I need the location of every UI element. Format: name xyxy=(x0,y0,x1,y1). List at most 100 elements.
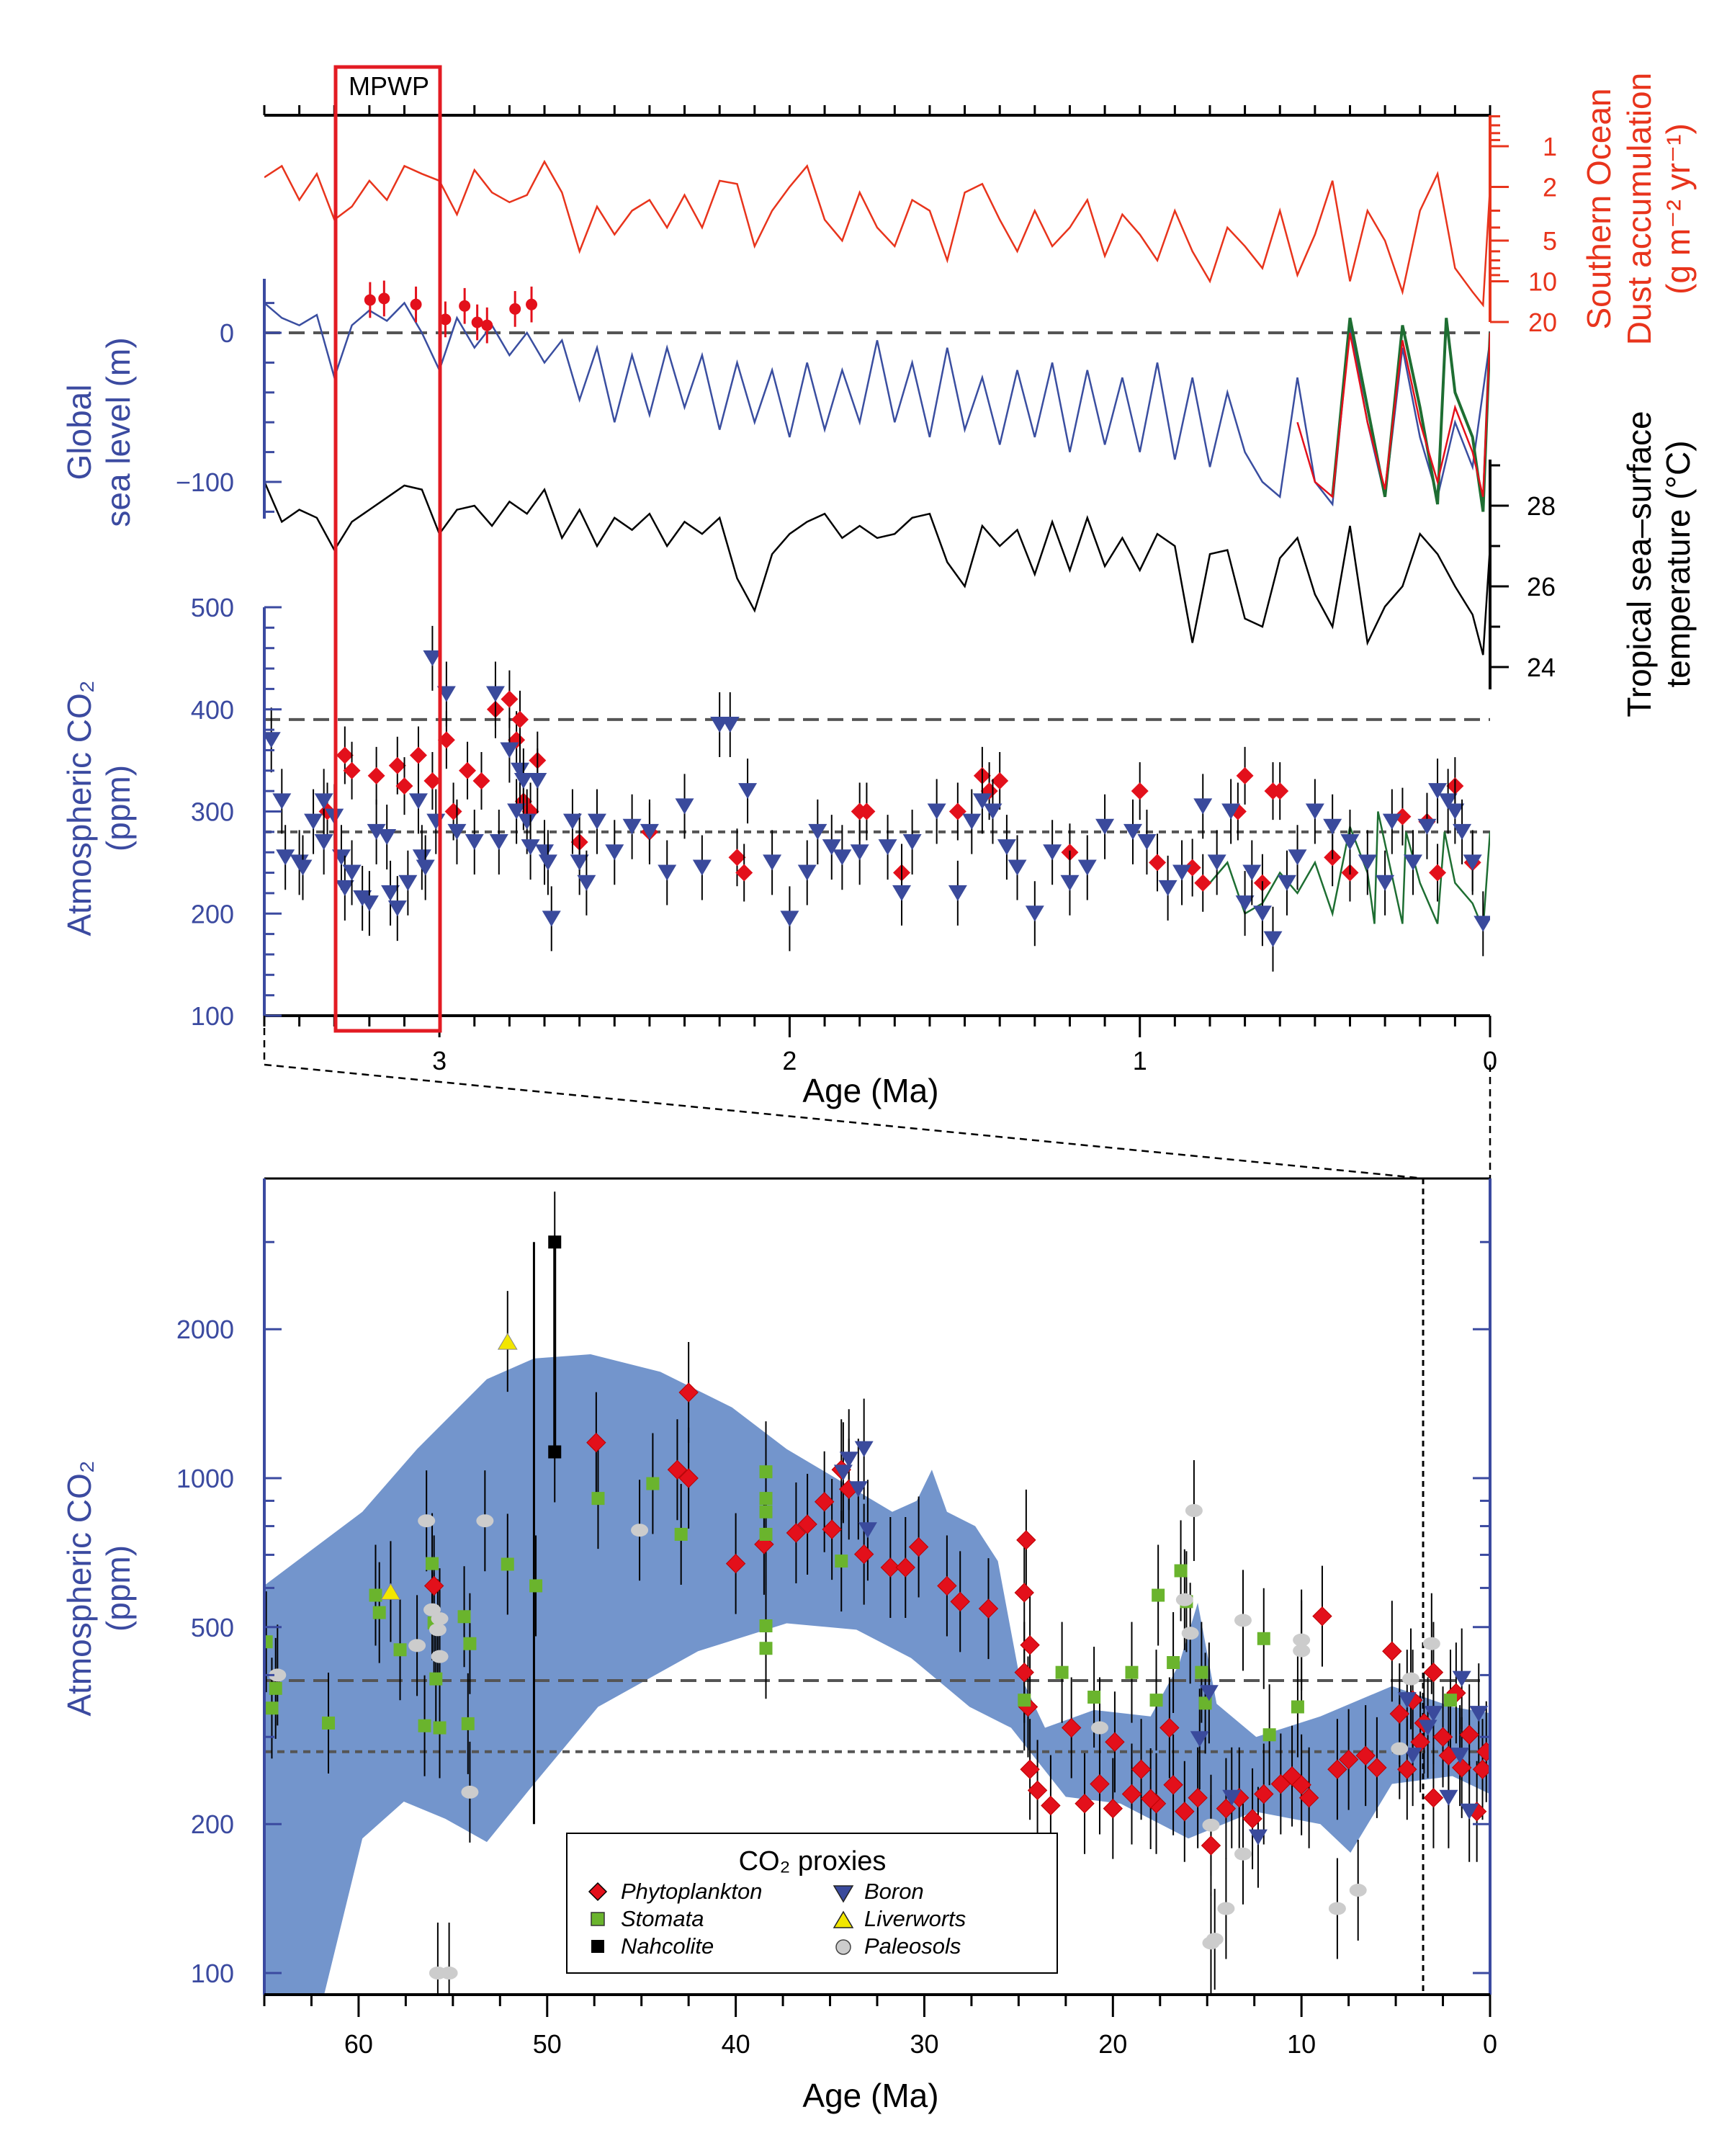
top-co2-axis-title-line2: (ppm) xyxy=(99,765,137,851)
boron-point xyxy=(858,1522,877,1539)
dust-axis-title-line3: (g m⁻² yr⁻¹) xyxy=(1659,123,1697,295)
boron-point xyxy=(489,834,508,851)
legend-boron-marker xyxy=(833,1885,854,1903)
dust-tick-label: 5 xyxy=(1543,226,1557,256)
sst-tick-label: 26 xyxy=(1527,572,1556,601)
sea-level-axis-title-line1: Global xyxy=(60,385,98,480)
boron-point xyxy=(1235,895,1255,912)
boron-point xyxy=(426,813,446,830)
boron-point xyxy=(1404,854,1423,871)
ice-core-co2-line xyxy=(1209,811,1490,929)
phytoplankton-point xyxy=(1149,854,1167,872)
highstand-point xyxy=(526,298,538,310)
legend-liverworts-marker xyxy=(833,1910,854,1928)
stomata-point xyxy=(1174,1564,1188,1578)
bottom-co2-tick-label: 200 xyxy=(191,1810,234,1839)
boron-point xyxy=(1288,849,1307,866)
boron-point xyxy=(1095,818,1115,835)
phytoplankton-point xyxy=(880,1557,901,1578)
phytoplankton-point xyxy=(978,1598,999,1619)
bottom-co2-tick-label: 1000 xyxy=(176,1464,234,1493)
phytoplankton-point xyxy=(895,1557,915,1578)
boron-point xyxy=(848,1481,868,1498)
boron-point xyxy=(1397,1692,1417,1709)
phytoplankton-point xyxy=(1131,782,1149,800)
boron-point xyxy=(1445,803,1465,820)
sea-level-tick-label: −100 xyxy=(176,468,234,497)
sea-level-line-red xyxy=(1296,332,1490,499)
top-age-tick-label: 2 xyxy=(782,1046,797,1075)
boron-point xyxy=(1008,859,1027,876)
paleosols-point xyxy=(1185,1503,1203,1517)
boron-point xyxy=(1077,859,1097,876)
phytoplankton-point xyxy=(1271,782,1289,800)
stomata-point xyxy=(426,1557,439,1570)
phytoplankton-point xyxy=(1188,1788,1208,1808)
stomata-point xyxy=(1257,1632,1270,1645)
boron-point xyxy=(521,839,540,856)
sea-level-axis-title-line2: sea level (m) xyxy=(99,337,137,527)
phytoplankton-point xyxy=(1236,766,1254,784)
boron-point xyxy=(577,875,596,891)
boron-point xyxy=(1460,1803,1479,1820)
co2-uncertainty-envelope xyxy=(264,1354,1490,1995)
phytoplankton-point xyxy=(1397,1759,1417,1779)
stomata-point xyxy=(393,1643,407,1657)
stomata-point xyxy=(1125,1665,1139,1679)
phytoplankton-point xyxy=(1355,1745,1376,1766)
boron-point xyxy=(797,864,817,881)
stomata-point xyxy=(1444,1694,1458,1707)
bottom-age-tick-label: 60 xyxy=(344,2029,373,2059)
phytoplankton-point xyxy=(1075,1794,1095,1814)
boron-point xyxy=(538,854,557,871)
top-co2-tick-label: 100 xyxy=(191,1001,234,1031)
phytoplankton-point xyxy=(472,771,490,790)
paleosols-point xyxy=(1090,1721,1108,1735)
phytoplankton-point xyxy=(1312,1606,1332,1627)
boron-point xyxy=(1403,1748,1422,1764)
stomata-point xyxy=(759,1642,773,1655)
paleosols-point xyxy=(1234,1614,1252,1627)
dust-tick-label: 10 xyxy=(1528,267,1557,297)
phytoplankton-point xyxy=(586,1432,606,1453)
nahcolite-point xyxy=(548,1445,562,1459)
stomata-point xyxy=(269,1681,282,1695)
boron-point xyxy=(510,762,529,779)
boron-point xyxy=(1358,854,1377,871)
zoom-connector-diagonal xyxy=(264,1063,1425,1180)
boron-point xyxy=(1340,834,1360,851)
boron-point xyxy=(412,849,431,866)
highstand-point xyxy=(481,319,493,331)
stomata-point xyxy=(433,1721,447,1735)
boron-point xyxy=(962,813,982,830)
boron-point xyxy=(416,859,435,876)
legend-phytoplankton-label: Phytoplankton xyxy=(621,1879,762,1904)
phytoplankton-point xyxy=(1020,1759,1040,1779)
paleosols-point xyxy=(1175,1593,1193,1606)
phytoplankton-point xyxy=(423,771,441,790)
top-co2-tick-label: 400 xyxy=(191,695,234,725)
boron-point xyxy=(535,844,555,861)
dust-tick-label: 20 xyxy=(1528,308,1557,337)
mpwp-box xyxy=(333,65,442,1033)
boron-point xyxy=(983,803,1002,820)
boron-point xyxy=(763,854,782,871)
phytoplankton-point xyxy=(1367,1758,1387,1778)
phytoplankton-point xyxy=(343,761,361,779)
stomata-point xyxy=(1087,1690,1101,1704)
nahcolite-point xyxy=(548,1235,562,1249)
sst-axis-title-line1: Tropical sea–surface xyxy=(1620,411,1658,717)
boron-point xyxy=(1473,916,1490,932)
paleosols-point xyxy=(440,1967,458,1980)
phytoplankton-point xyxy=(667,1459,688,1480)
boron-point xyxy=(381,885,400,901)
stomata-point xyxy=(1152,1588,1165,1602)
phytoplankton-point xyxy=(853,1544,874,1565)
highstand-point xyxy=(364,294,376,306)
phytoplankton-point xyxy=(367,766,385,784)
legend-nahcolite-label: Nahcolite xyxy=(621,1933,714,1959)
phytoplankton-point xyxy=(1041,1795,1061,1816)
stomata-point xyxy=(461,1717,475,1730)
highstand-point xyxy=(509,303,521,315)
boron-point xyxy=(1207,854,1226,871)
